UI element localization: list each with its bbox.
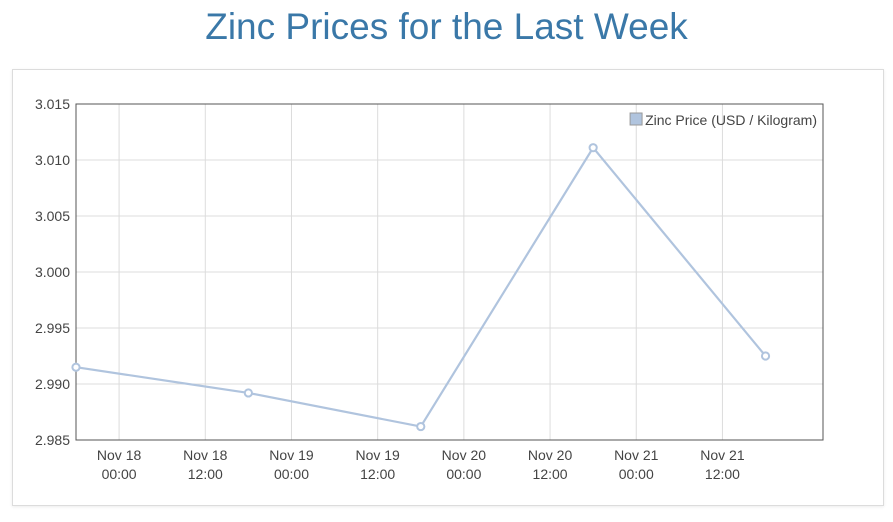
page-title: Zinc Prices for the Last Week <box>205 6 688 47</box>
data-point[interactable] <box>588 143 598 153</box>
y-tick-label: 2.990 <box>35 376 70 392</box>
data-point[interactable] <box>416 421 426 432</box>
legend-label: Zinc Price (USD / Kilogram) <box>645 112 817 128</box>
series-line <box>75 145 767 428</box>
x-tick-label: 00:00 <box>619 466 654 482</box>
data-point[interactable] <box>243 388 253 398</box>
x-axis: Nov 18 00:00 Nov 18 12:00 Nov 19 00:00 Nov 19 1… <box>97 447 745 482</box>
x-tick-label: Nov 18 <box>97 447 142 463</box>
plot-area <box>75 103 824 441</box>
legend: Zinc Price (USD / Kilogram) <box>629 112 817 128</box>
x-tick-label: Nov 20 <box>442 447 487 463</box>
series-group <box>71 143 771 432</box>
legend-swatch <box>629 112 643 126</box>
y-tick-label: 3.010 <box>35 152 70 168</box>
y-tick-label: 3.005 <box>35 208 70 224</box>
x-tick-label: Nov 19 <box>355 447 400 463</box>
x-tick-label: Nov 21 <box>614 447 659 463</box>
x-tick-label: Nov 21 <box>700 447 745 463</box>
chart-panel <box>12 69 884 506</box>
x-tick-label: 12:00 <box>188 466 223 482</box>
data-point[interactable] <box>71 362 81 372</box>
x-tick-label: 12:00 <box>705 466 740 482</box>
x-tick-label: 00:00 <box>446 466 481 482</box>
y-axis: 3.015 3.010 3.005 3.000 2.995 2.990 2.985 <box>35 96 70 448</box>
y-tick-label: 3.015 <box>35 96 70 112</box>
x-tick-label: 00:00 <box>274 466 309 482</box>
y-tick-label: 2.985 <box>35 432 70 448</box>
x-tick-label: Nov 19 <box>269 447 314 463</box>
x-tick-label: 00:00 <box>102 466 137 482</box>
x-tick-label: Nov 20 <box>528 447 573 463</box>
x-tick-label: Nov 18 <box>183 447 228 463</box>
y-tick-label: 2.995 <box>35 320 70 336</box>
x-tick-label: 12:00 <box>360 466 395 482</box>
data-point[interactable] <box>760 351 771 361</box>
grid-lines <box>76 103 823 441</box>
x-tick-label: 12:00 <box>533 466 568 482</box>
y-tick-label: 3.000 <box>35 264 70 280</box>
